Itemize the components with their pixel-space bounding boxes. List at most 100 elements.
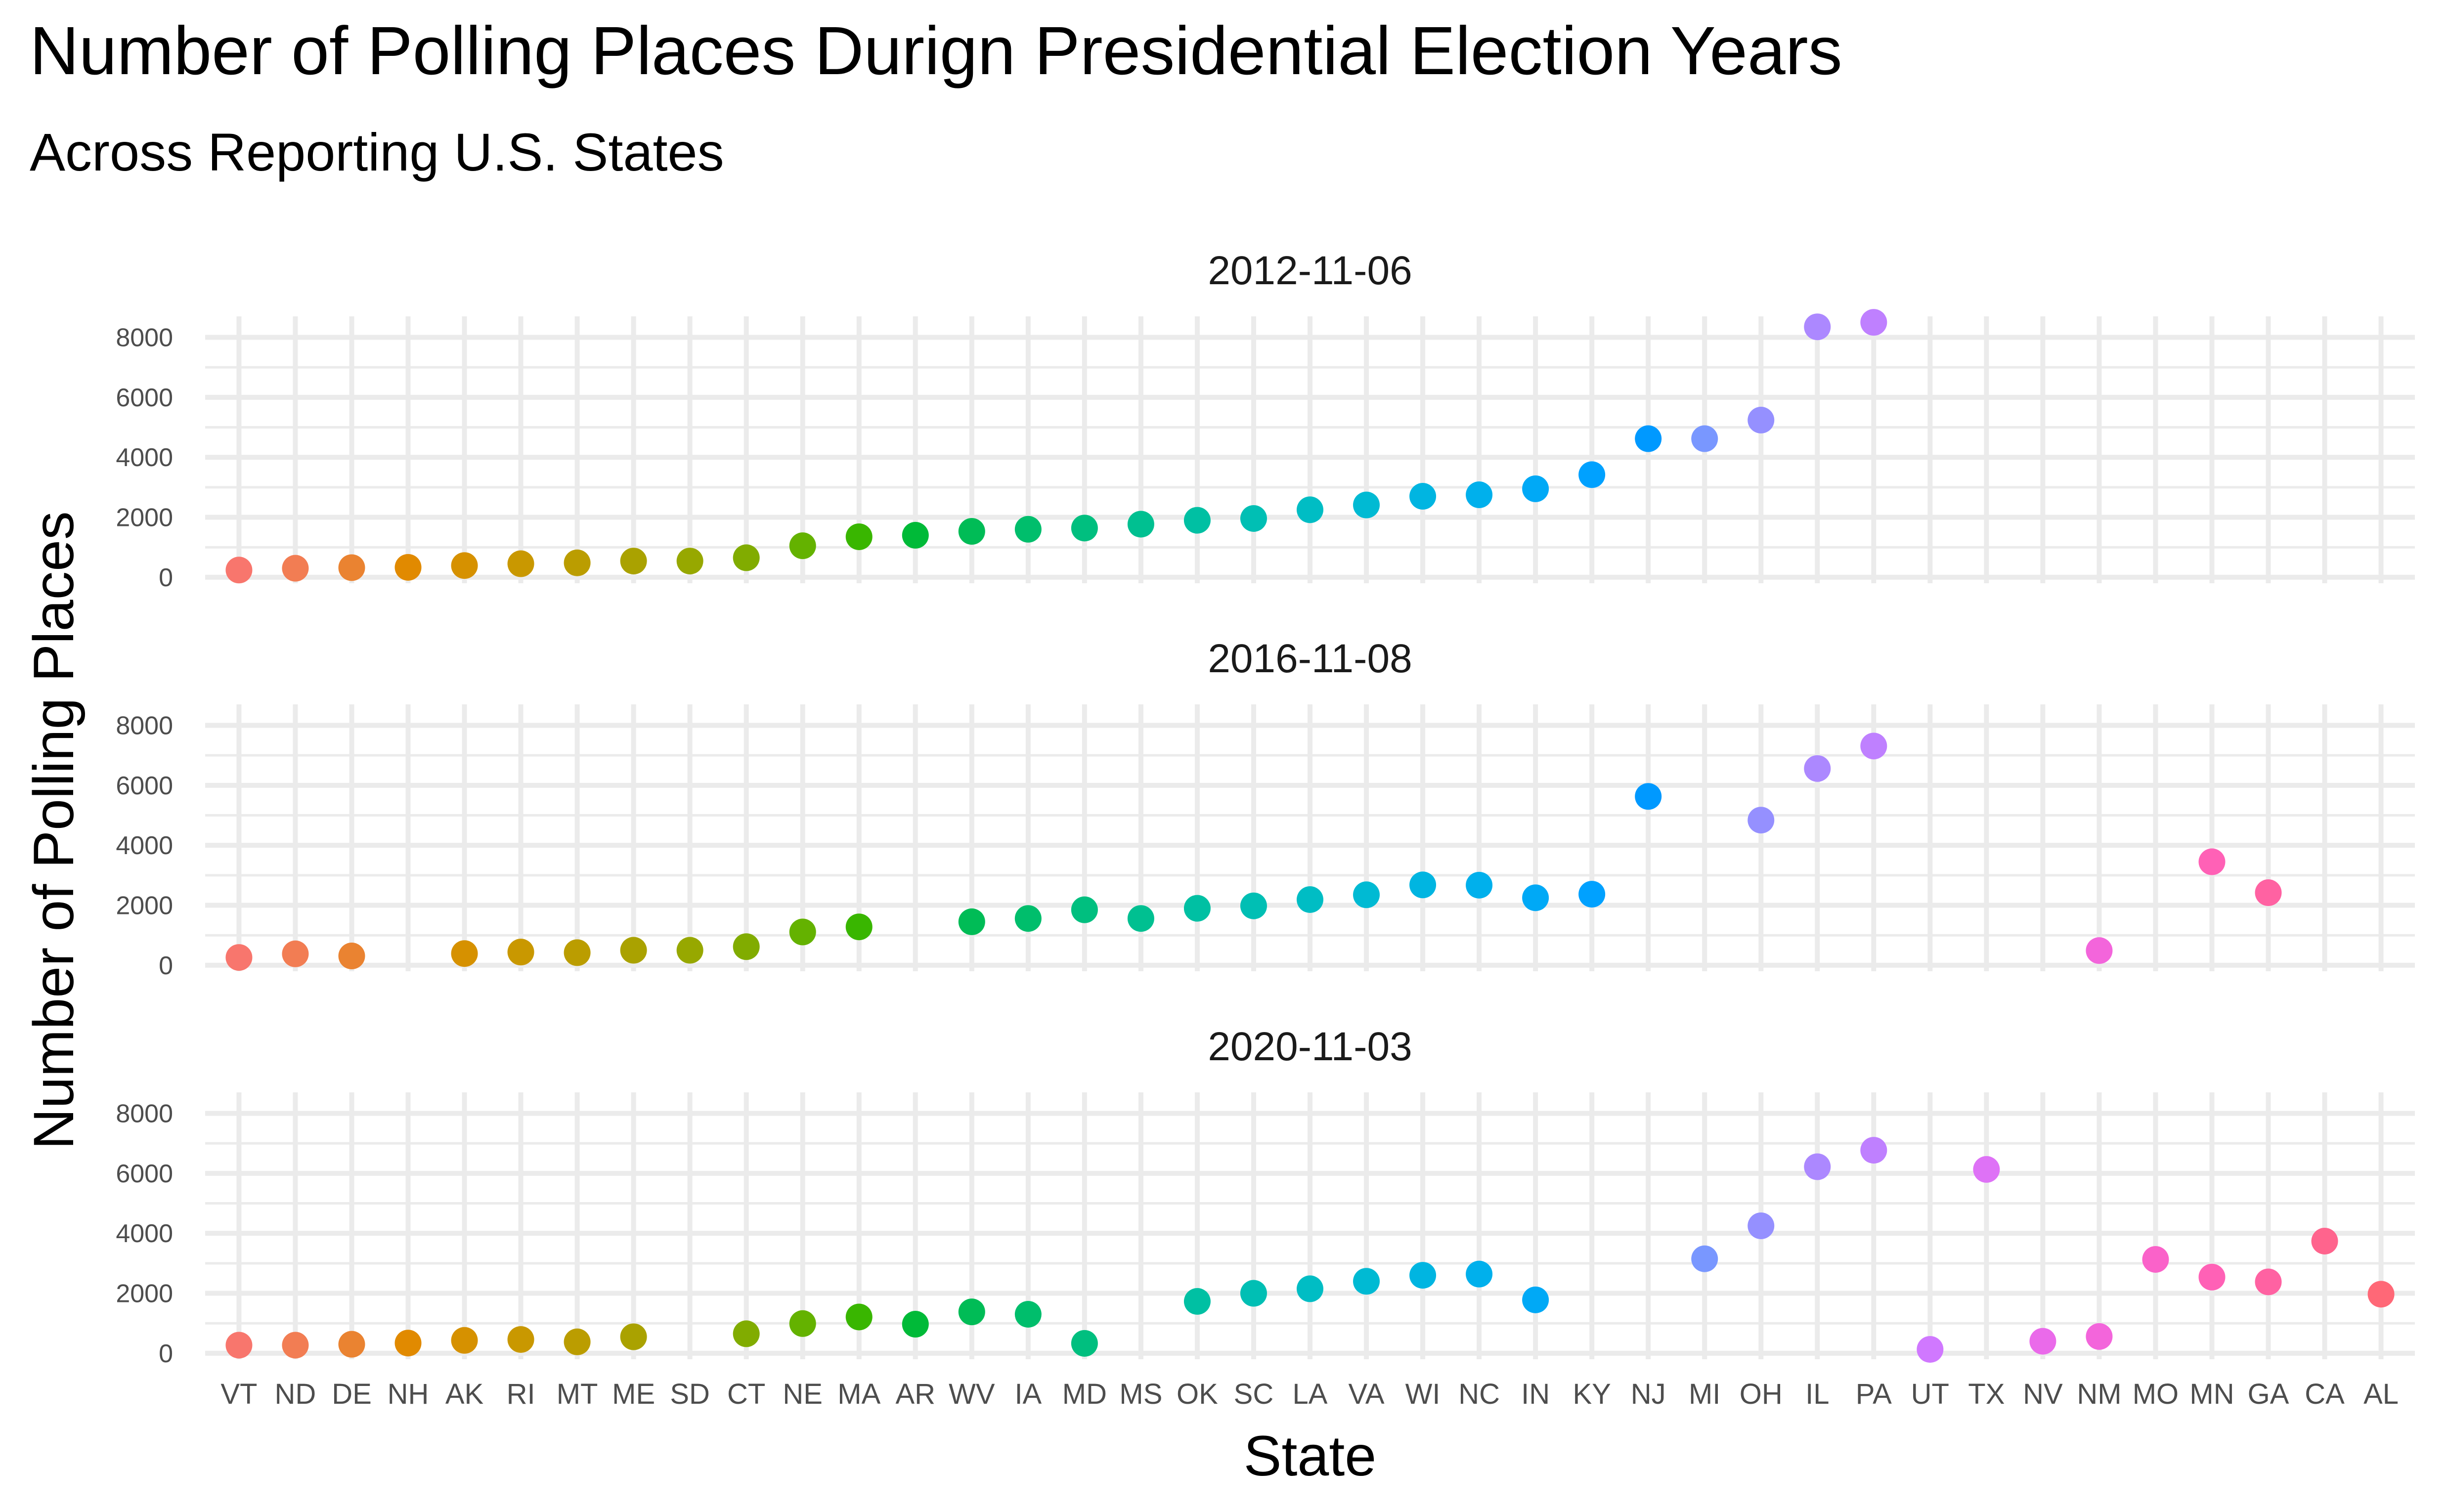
data-point bbox=[1804, 1153, 1831, 1180]
data-point bbox=[1578, 461, 1606, 488]
x-tick-label: MA bbox=[837, 1378, 880, 1410]
data-point bbox=[2367, 1281, 2395, 1308]
data-point bbox=[1071, 515, 1098, 542]
data-point bbox=[451, 1327, 478, 1354]
data-point bbox=[282, 1332, 309, 1359]
data-point bbox=[1860, 1137, 1887, 1164]
data-point bbox=[1466, 1260, 1493, 1288]
x-tick-label: NM bbox=[2077, 1378, 2121, 1410]
y-tick-label: 6000 bbox=[116, 772, 173, 800]
data-point bbox=[1127, 511, 1154, 538]
x-tick-label: SC bbox=[1234, 1378, 1274, 1410]
y-tick-label: 2000 bbox=[116, 504, 173, 532]
data-point bbox=[2311, 1227, 2338, 1254]
data-point bbox=[338, 1331, 365, 1358]
data-point bbox=[282, 555, 309, 582]
data-point bbox=[1297, 886, 1323, 913]
x-tick-label: NJ bbox=[1631, 1378, 1666, 1410]
data-point bbox=[2198, 1263, 2226, 1291]
data-point bbox=[2029, 1328, 2056, 1355]
data-point bbox=[2086, 1323, 2113, 1350]
y-tick-label: 6000 bbox=[116, 384, 173, 412]
data-point bbox=[2255, 1268, 2282, 1296]
data-point bbox=[1071, 896, 1098, 923]
x-tick-label: OK bbox=[1177, 1378, 1218, 1410]
data-point bbox=[507, 939, 534, 966]
data-point bbox=[282, 940, 309, 967]
data-point bbox=[1691, 425, 1718, 452]
data-point bbox=[1635, 783, 1662, 810]
data-point bbox=[789, 1310, 816, 1337]
data-point bbox=[789, 918, 816, 946]
x-tick-label: GA bbox=[2248, 1378, 2289, 1410]
data-point bbox=[1691, 1245, 1718, 1272]
x-tick-label: ME bbox=[612, 1378, 655, 1410]
data-point bbox=[958, 518, 985, 545]
y-tick-label: 4000 bbox=[116, 831, 173, 860]
data-point bbox=[225, 557, 253, 584]
data-point bbox=[451, 940, 478, 967]
data-point bbox=[1522, 475, 1549, 502]
data-point bbox=[1183, 895, 1211, 922]
data-point bbox=[902, 521, 929, 549]
data-point bbox=[1127, 905, 1154, 932]
data-point bbox=[1917, 1336, 1944, 1363]
x-tick-label: RI bbox=[507, 1378, 535, 1410]
x-tick-label: NH bbox=[388, 1378, 429, 1410]
y-tick-label: 6000 bbox=[116, 1160, 173, 1188]
chart-title: Number of Polling Places Durign Presiden… bbox=[30, 13, 1842, 89]
y-tick-label: 2000 bbox=[116, 1280, 173, 1308]
facet-panel: 0 2000 4000 6000 8000 2020-11-03 bbox=[116, 1024, 2415, 1368]
data-point bbox=[733, 933, 760, 960]
data-point bbox=[1804, 755, 1831, 782]
x-tick-label: MN bbox=[2189, 1378, 2234, 1410]
data-point bbox=[1466, 481, 1493, 509]
data-point bbox=[507, 550, 534, 577]
x-tick-label: IL bbox=[1805, 1378, 1829, 1410]
data-point bbox=[564, 1328, 591, 1355]
data-point bbox=[1240, 892, 1267, 919]
x-tick-label: MT bbox=[557, 1378, 598, 1410]
data-point bbox=[564, 549, 591, 576]
x-tick-label: KY bbox=[1573, 1378, 1611, 1410]
x-tick-label: MI bbox=[1689, 1378, 1720, 1410]
data-point bbox=[1240, 505, 1267, 532]
x-tick-label: NC bbox=[1458, 1378, 1500, 1410]
y-tick-label: 0 bbox=[159, 951, 173, 980]
data-point bbox=[451, 552, 478, 579]
data-point bbox=[1297, 496, 1323, 523]
data-point bbox=[1297, 1275, 1323, 1302]
data-point bbox=[845, 1303, 873, 1331]
data-point bbox=[845, 523, 873, 550]
data-point bbox=[1635, 425, 1662, 452]
x-axis-ticks: VT ND DE NH AK RI MT ME SD CT NE MA AR WV IA MD MS OK SC LA… bbox=[220, 1378, 2399, 1410]
data-point bbox=[1183, 1288, 1211, 1315]
x-tick-label: ND bbox=[275, 1378, 316, 1410]
data-point bbox=[1466, 871, 1493, 899]
data-point bbox=[1071, 1330, 1098, 1357]
data-point bbox=[1409, 1262, 1437, 1289]
data-point bbox=[620, 548, 647, 575]
data-point bbox=[902, 1311, 929, 1338]
data-point bbox=[789, 532, 816, 560]
x-tick-label: MO bbox=[2133, 1378, 2179, 1410]
x-tick-label: VA bbox=[1348, 1378, 1384, 1410]
x-tick-label: AK bbox=[445, 1378, 484, 1410]
data-point bbox=[564, 939, 591, 966]
data-point bbox=[1522, 1286, 1549, 1313]
x-tick-label: MD bbox=[1062, 1378, 1107, 1410]
data-point bbox=[225, 944, 253, 971]
x-tick-label: AL bbox=[2363, 1378, 2399, 1410]
y-tick-label: 8000 bbox=[116, 323, 173, 352]
facet-panel: 0 2000 4000 6000 8000 2012-11-06 bbox=[116, 248, 2415, 592]
y-tick-label: 4000 bbox=[116, 443, 173, 472]
facet-label: 2012-11-06 bbox=[1208, 248, 1412, 293]
data-point bbox=[1973, 1156, 2000, 1183]
x-tick-label: SD bbox=[670, 1378, 710, 1410]
data-point bbox=[1748, 1212, 1775, 1239]
x-tick-label: IN bbox=[1521, 1378, 1550, 1410]
data-point bbox=[1522, 884, 1549, 911]
facet-label: 2020-11-03 bbox=[1208, 1024, 1412, 1069]
x-tick-label: TX bbox=[1968, 1378, 2005, 1410]
